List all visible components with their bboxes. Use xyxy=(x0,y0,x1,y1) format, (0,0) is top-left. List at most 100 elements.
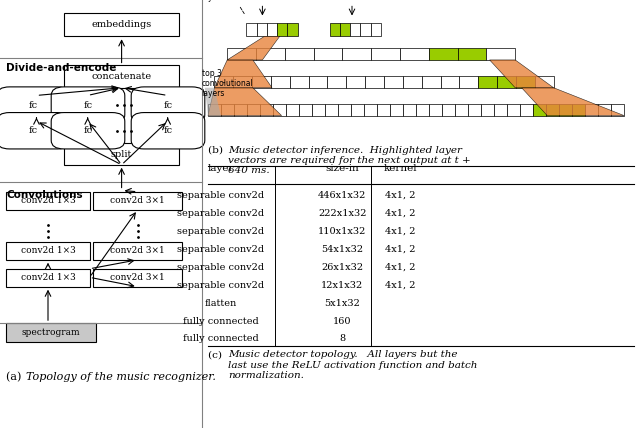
Text: conv2d 3×1: conv2d 3×1 xyxy=(110,246,165,256)
Text: 8: 8 xyxy=(339,334,346,344)
Bar xyxy=(440,76,460,88)
Bar xyxy=(494,104,507,116)
Text: 54x1x32: 54x1x32 xyxy=(321,244,364,254)
Bar xyxy=(246,23,257,36)
Polygon shape xyxy=(227,36,280,60)
Bar xyxy=(455,104,468,116)
Text: 5x1x32: 5x1x32 xyxy=(324,298,360,308)
Bar xyxy=(371,48,400,60)
Bar xyxy=(256,48,285,60)
Text: kernel: kernel xyxy=(383,163,417,173)
Bar xyxy=(328,76,346,88)
Text: (c): (c) xyxy=(208,350,225,359)
FancyBboxPatch shape xyxy=(0,113,70,149)
Text: fc: fc xyxy=(29,101,38,110)
Bar xyxy=(429,48,458,60)
Text: (a): (a) xyxy=(6,372,25,383)
Text: separable conv2d: separable conv2d xyxy=(177,280,264,290)
Bar xyxy=(247,104,260,116)
Bar xyxy=(400,48,429,60)
Text: fully connected: fully connected xyxy=(183,316,259,326)
Polygon shape xyxy=(490,60,554,88)
Bar xyxy=(260,104,273,116)
Bar xyxy=(416,104,429,116)
FancyBboxPatch shape xyxy=(51,87,125,123)
Bar xyxy=(221,104,234,116)
Bar xyxy=(516,76,535,88)
Bar xyxy=(271,76,290,88)
Text: 12x1x32: 12x1x32 xyxy=(321,280,364,290)
Text: Topology of the music recognizer.: Topology of the music recognizer. xyxy=(26,372,216,382)
Bar xyxy=(546,104,559,116)
Bar xyxy=(233,76,252,88)
Bar xyxy=(346,76,365,88)
Text: 4x1, 2: 4x1, 2 xyxy=(385,190,415,200)
Bar xyxy=(585,104,598,116)
Text: (b): (b) xyxy=(208,146,227,155)
Text: fc: fc xyxy=(163,126,173,135)
Text: 4x1, 2: 4x1, 2 xyxy=(385,244,415,254)
Bar xyxy=(227,48,256,60)
FancyBboxPatch shape xyxy=(6,242,90,260)
Bar xyxy=(340,23,350,36)
Text: layer: layer xyxy=(207,163,234,173)
Text: 4x1, 2: 4x1, 2 xyxy=(385,280,415,290)
Bar xyxy=(458,48,486,60)
Text: spectrogram: spectrogram xyxy=(22,328,81,337)
Bar xyxy=(214,76,233,88)
Text: conv2d 3×1: conv2d 3×1 xyxy=(110,273,165,282)
Bar xyxy=(286,104,299,116)
Text: 4x1, 2: 4x1, 2 xyxy=(385,262,415,272)
FancyBboxPatch shape xyxy=(64,13,179,36)
Bar xyxy=(384,76,403,88)
FancyBboxPatch shape xyxy=(131,87,205,123)
FancyBboxPatch shape xyxy=(93,192,182,210)
Bar xyxy=(598,104,611,116)
Text: conv2d 1×3: conv2d 1×3 xyxy=(20,196,76,205)
Polygon shape xyxy=(208,88,282,116)
Text: fc: fc xyxy=(29,126,38,135)
Bar xyxy=(360,23,371,36)
Bar xyxy=(497,76,516,88)
Bar xyxy=(403,104,416,116)
Bar xyxy=(460,76,478,88)
Bar xyxy=(342,48,371,60)
Text: 26x1x32: 26x1x32 xyxy=(321,262,364,272)
Bar xyxy=(364,104,377,116)
Text: Music detector inference.  Highlighted layer
vectors are required for the next o: Music detector inference. Highlighted la… xyxy=(228,146,471,175)
Text: split: split xyxy=(111,149,132,159)
Bar xyxy=(314,48,342,60)
Bar xyxy=(234,104,247,116)
Bar xyxy=(208,104,221,116)
Bar xyxy=(257,23,267,36)
Bar xyxy=(611,104,624,116)
Text: 160: 160 xyxy=(333,316,351,326)
Text: flatten: flatten xyxy=(205,298,237,308)
FancyBboxPatch shape xyxy=(6,192,90,210)
Text: 110x1x32: 110x1x32 xyxy=(318,226,367,236)
Text: conv2d 1×3: conv2d 1×3 xyxy=(20,273,76,282)
Bar xyxy=(535,76,554,88)
Bar xyxy=(468,104,481,116)
Bar xyxy=(252,76,271,88)
Polygon shape xyxy=(522,88,624,116)
Bar xyxy=(403,76,422,88)
Polygon shape xyxy=(214,60,272,88)
Bar xyxy=(377,104,390,116)
Bar xyxy=(429,104,442,116)
Text: Convolutions: Convolutions xyxy=(6,190,83,200)
Bar xyxy=(287,23,298,36)
Text: separable conv2d: separable conv2d xyxy=(177,208,264,218)
Text: Divide-and-encode: Divide-and-encode xyxy=(6,63,116,74)
Bar xyxy=(442,104,455,116)
Bar xyxy=(478,76,497,88)
Bar xyxy=(390,104,403,116)
FancyBboxPatch shape xyxy=(0,87,70,123)
Bar xyxy=(371,23,381,36)
Text: size-in: size-in xyxy=(326,163,359,173)
Text: Music detector topology.   All layers but the
last use the ReLU activation funct: Music detector topology. All layers but … xyxy=(228,350,478,380)
Text: separable conv2d: separable conv2d xyxy=(177,262,264,272)
FancyBboxPatch shape xyxy=(51,113,125,149)
Bar xyxy=(267,23,277,36)
Text: 446x1x32: 446x1x32 xyxy=(318,190,367,200)
